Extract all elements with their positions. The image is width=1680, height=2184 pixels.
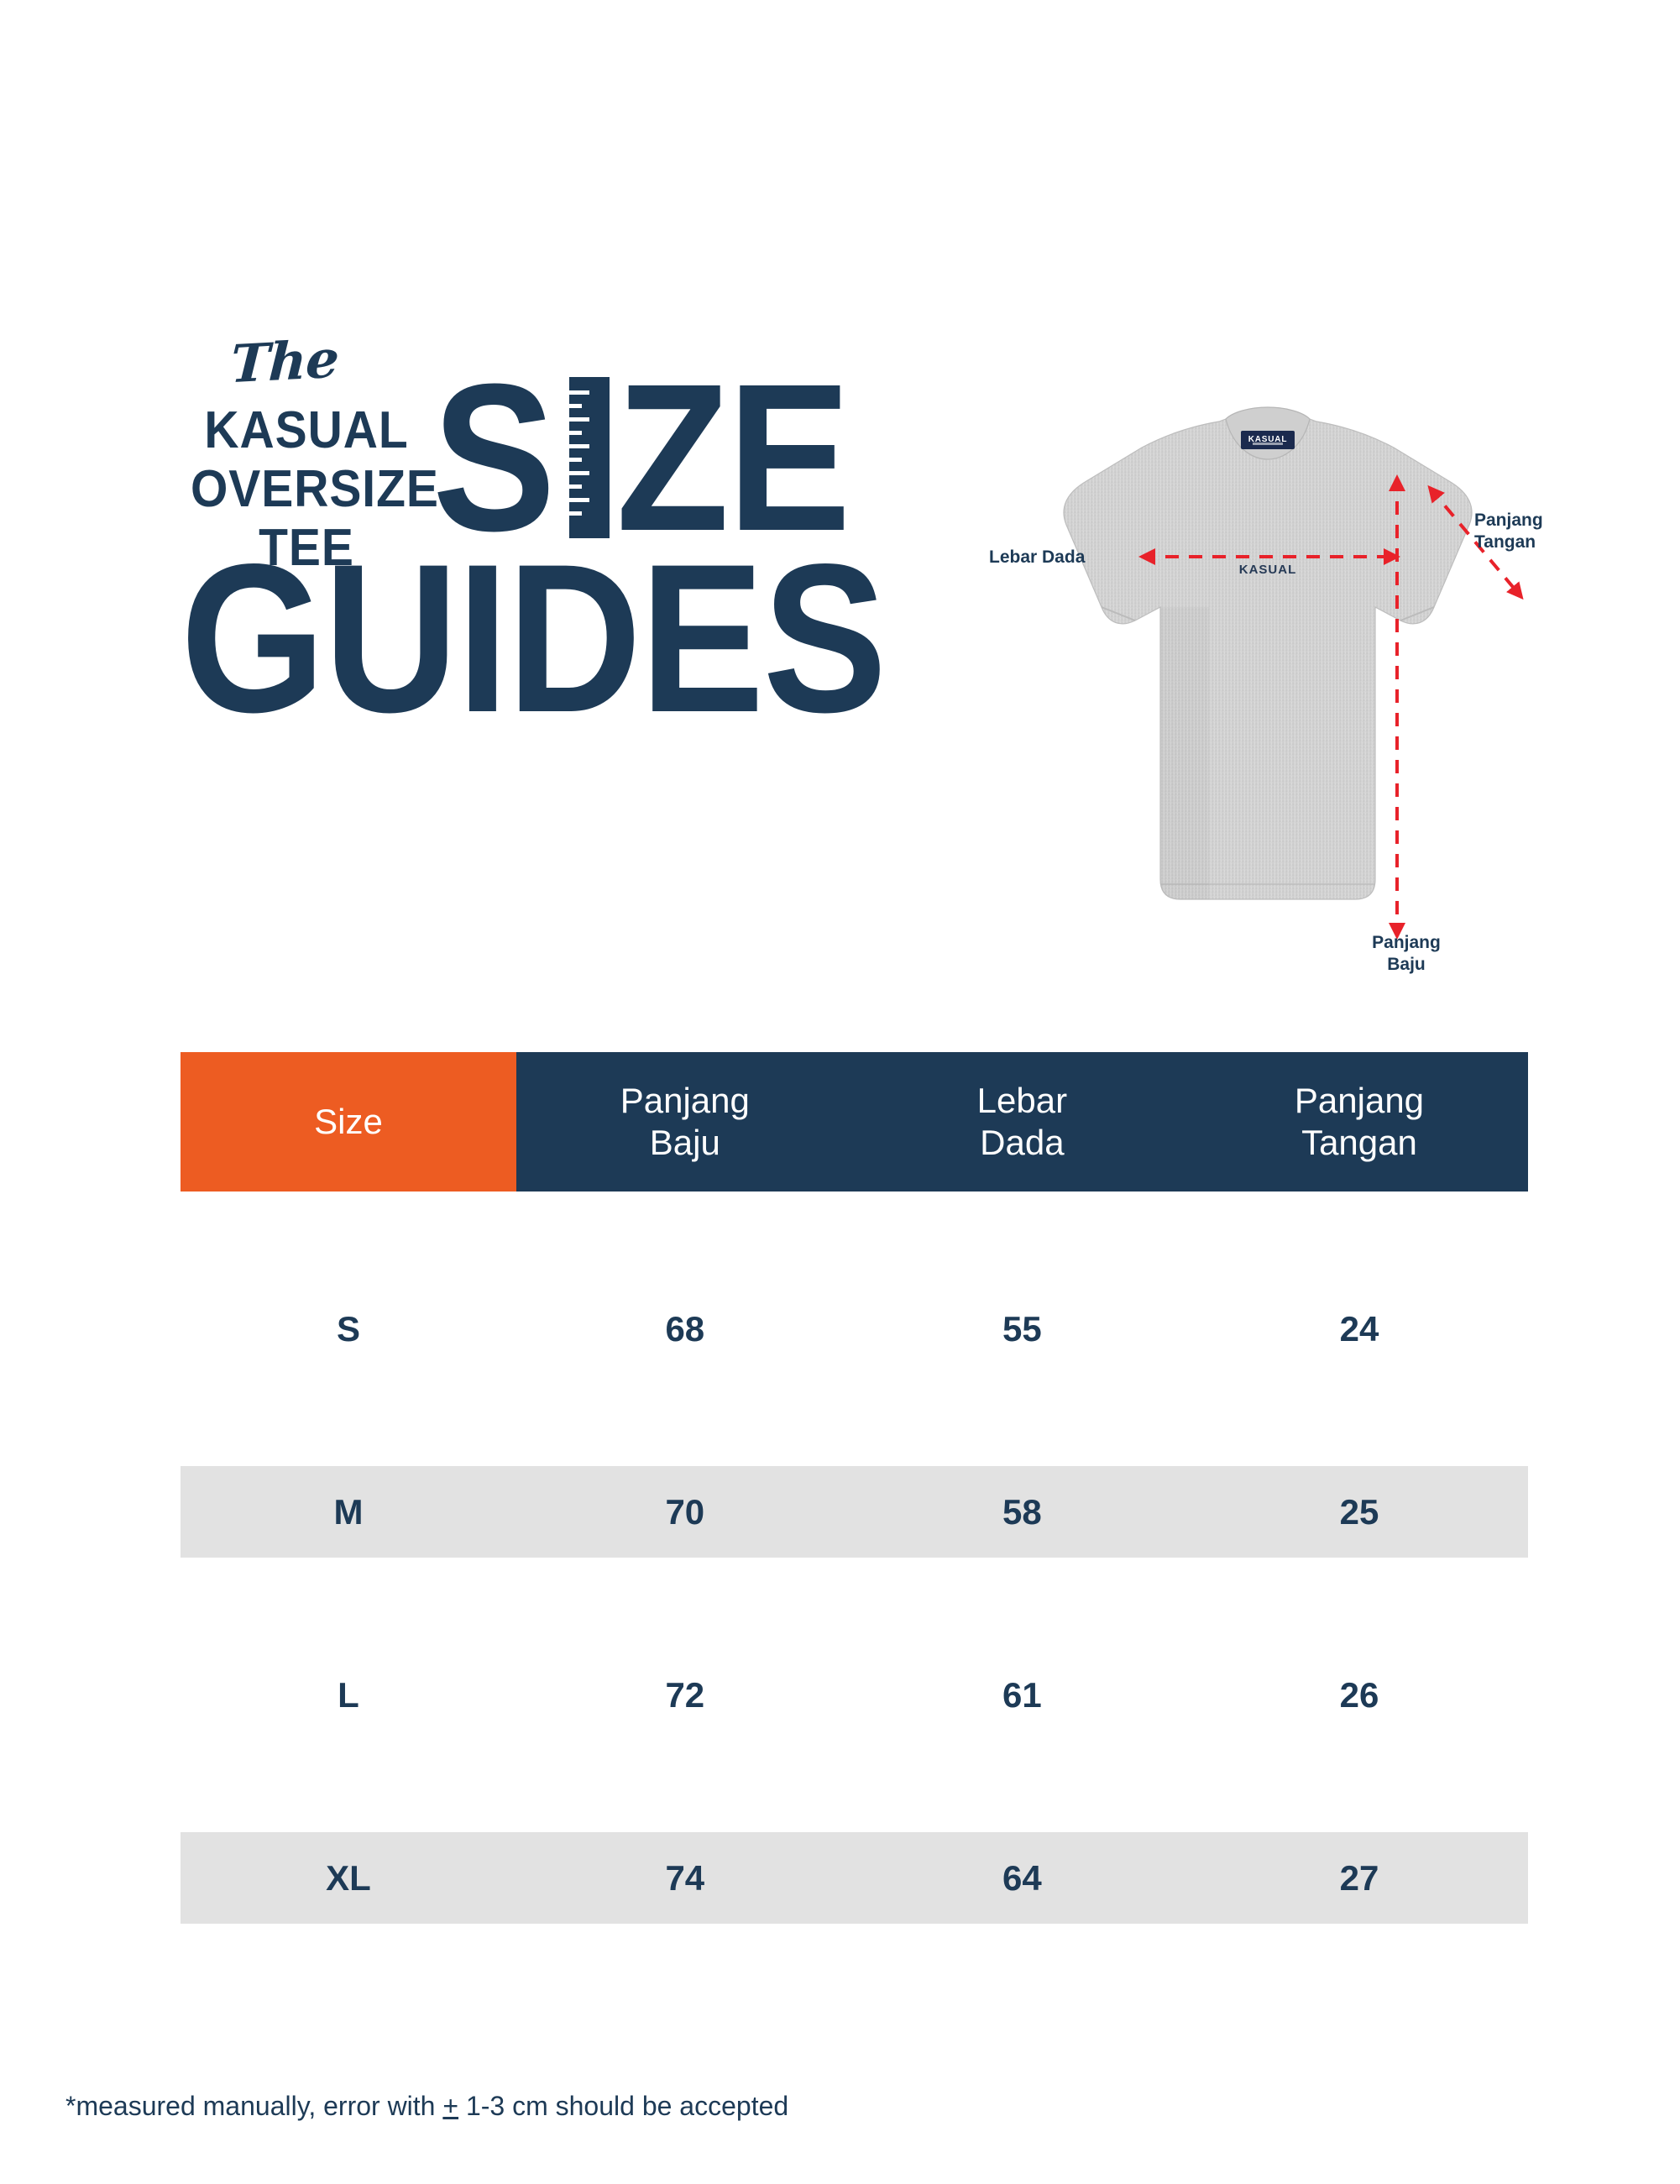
neck-label: KASUAL bbox=[1241, 431, 1295, 449]
neck-label-text: KASUAL bbox=[1248, 435, 1287, 444]
footnote-plusminus: + bbox=[442, 2091, 459, 2121]
table-row: XL 74 64 27 bbox=[181, 1832, 1528, 1924]
size-chart-table: Size Panjang Baju Lebar Dada Panjang Tan… bbox=[181, 1052, 1528, 1924]
table-row: L 72 61 26 bbox=[181, 1649, 1528, 1741]
brand-line-oversize: OVERSIZE bbox=[191, 460, 439, 519]
table-header-panjang-baju-line2: Baju bbox=[649, 1123, 720, 1162]
cell-lebar-dada: 58 bbox=[1002, 1491, 1042, 1532]
ruler-icon bbox=[568, 377, 610, 538]
cell-lebar-dada: 55 bbox=[1002, 1308, 1042, 1349]
table-header-panjang-tangan-line2: Tangan bbox=[1301, 1123, 1417, 1162]
table-header-panjang-baju-line1: Panjang bbox=[620, 1081, 750, 1121]
headline-size-s: S bbox=[432, 340, 556, 574]
table-header-size: Size bbox=[181, 1052, 516, 1192]
table-header-panjang-tangan: Panjang Tangan bbox=[1191, 1052, 1528, 1192]
cell-panjang-baju: 72 bbox=[665, 1674, 705, 1715]
title-block: The KASUAL OVERSIZE TEE S ZE GUIDES bbox=[181, 327, 887, 873]
table-header-lebar-dada: Lebar Dada bbox=[853, 1052, 1191, 1192]
footnote: *measured manually, error with + 1-3 cm … bbox=[65, 2091, 788, 2122]
label-panjang-tangan-line1: Panjang bbox=[1474, 511, 1543, 530]
cell-size: L bbox=[338, 1674, 359, 1715]
cell-size: M bbox=[333, 1491, 364, 1532]
headline-guides-text: GUIDES bbox=[181, 521, 887, 757]
tshirt-measurement-diagram: KASUAL KASUAL Lebar Dada Panjang Tangan … bbox=[974, 382, 1562, 974]
row-spacer bbox=[181, 1741, 1528, 1832]
cell-size: XL bbox=[326, 1857, 371, 1898]
brand-name-stack: KASUAL OVERSIZE TEE bbox=[181, 401, 439, 578]
brand-line-kasual: KASUAL bbox=[204, 401, 409, 459]
arrow-sleeve-length bbox=[1427, 484, 1524, 600]
table-header-panjang-tangan-line1: Panjang bbox=[1294, 1081, 1425, 1121]
label-panjang-tangan-line2: Tangan bbox=[1474, 532, 1536, 553]
cell-panjang-tangan: 25 bbox=[1339, 1491, 1379, 1532]
table-header-lebar-dada-line2: Dada bbox=[980, 1123, 1065, 1162]
cell-size: S bbox=[336, 1308, 360, 1349]
cell-lebar-dada: 64 bbox=[1002, 1857, 1042, 1898]
cell-panjang-tangan: 27 bbox=[1339, 1857, 1379, 1898]
cell-panjang-tangan: 26 bbox=[1339, 1674, 1379, 1715]
table-row: M 70 58 25 bbox=[181, 1466, 1528, 1558]
table-header-panjang-baju: Panjang Baju bbox=[516, 1052, 854, 1192]
row-spacer bbox=[181, 1192, 1528, 1283]
label-lebar-dada: Lebar Dada bbox=[989, 547, 1086, 567]
cell-lebar-dada: 61 bbox=[1002, 1674, 1042, 1715]
cell-panjang-baju: 68 bbox=[665, 1308, 705, 1349]
label-panjang-tangan: Panjang Tangan bbox=[1474, 510, 1543, 554]
row-spacer bbox=[181, 1558, 1528, 1649]
footnote-prefix: *measured manually, error with bbox=[65, 2091, 443, 2121]
table-row: S 68 55 24 bbox=[181, 1283, 1528, 1375]
headline-size: S ZE bbox=[432, 340, 881, 574]
brand-line-tee: TEE bbox=[259, 519, 354, 578]
chest-logo-text: KASUAL bbox=[1239, 563, 1297, 577]
label-panjang-baju-line1: Panjang bbox=[1372, 933, 1441, 952]
row-spacer bbox=[181, 1375, 1528, 1466]
cell-panjang-baju: 74 bbox=[665, 1857, 705, 1898]
cell-panjang-tangan: 24 bbox=[1339, 1308, 1379, 1349]
tshirt-body bbox=[1063, 406, 1473, 900]
tshirt-illustration: KASUAL KASUAL bbox=[1063, 406, 1524, 940]
headline-size-ze: ZE bbox=[615, 340, 850, 574]
label-panjang-baju: Panjang Baju bbox=[1356, 932, 1457, 977]
table-header-lebar-dada-line1: Lebar bbox=[976, 1081, 1068, 1121]
cell-panjang-baju: 70 bbox=[665, 1491, 705, 1532]
headline-guides: GUIDES bbox=[181, 521, 981, 757]
table-header-row: Size Panjang Baju Lebar Dada Panjang Tan… bbox=[181, 1052, 1528, 1192]
label-panjang-baju-line2: Baju bbox=[1387, 955, 1426, 975]
measurement-arrows bbox=[1138, 474, 1524, 940]
footnote-suffix: 1-3 cm should be accepted bbox=[458, 2091, 789, 2121]
script-the-word: The bbox=[228, 327, 340, 395]
